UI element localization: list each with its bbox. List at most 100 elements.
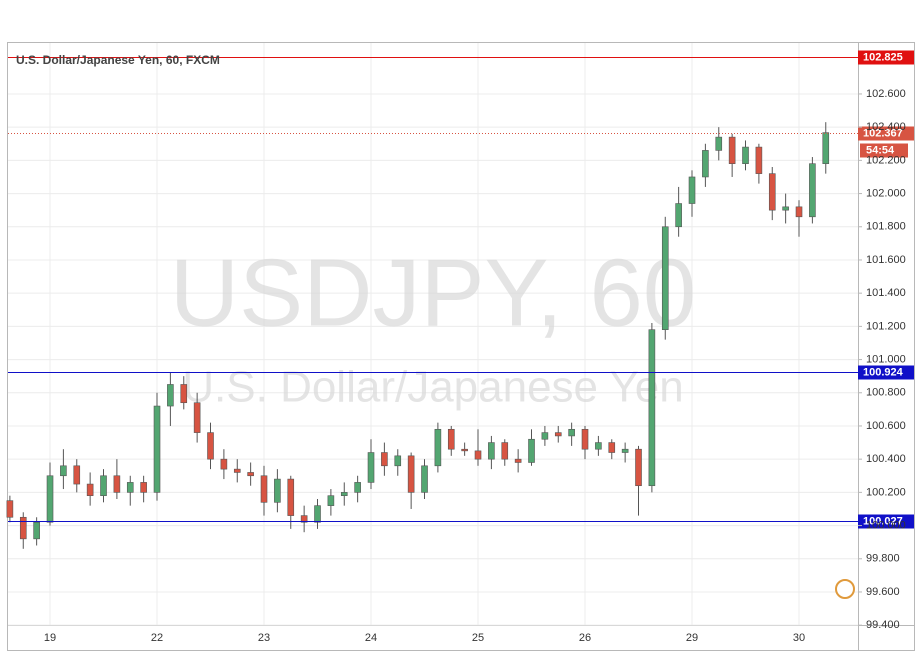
- candle-body: [86, 483, 94, 496]
- y-tick-label: 100.800: [866, 387, 906, 399]
- countdown-box: [860, 143, 908, 158]
- alert-icon[interactable]: [835, 579, 855, 599]
- candle-body: [501, 442, 509, 460]
- candle-body: [434, 428, 442, 467]
- y-tick-label: 101.000: [866, 353, 906, 365]
- x-tick-label: 26: [579, 632, 591, 644]
- candle-body: [474, 450, 482, 460]
- y-tick-label: 100.400: [866, 453, 906, 465]
- candle-body: [688, 176, 696, 204]
- candle-body: [488, 442, 495, 460]
- candle-body: [126, 482, 134, 493]
- candle-body: [394, 455, 402, 467]
- candle-body: [180, 384, 188, 404]
- candle-body: [514, 458, 522, 463]
- candle-body: [19, 516, 27, 540]
- x-tick-label: 24: [365, 632, 377, 644]
- level-label-box: [858, 50, 914, 65]
- y-tick-label: 99.400: [866, 619, 900, 631]
- x-tick-label: 25: [472, 632, 484, 644]
- y-tick-label: 102.200: [866, 154, 906, 166]
- candle-body: [314, 505, 321, 523]
- y-tick-label: 101.800: [866, 221, 906, 233]
- candle-body: [608, 442, 616, 453]
- candle-body: [742, 146, 749, 164]
- level-label: 100.027: [863, 515, 903, 527]
- candle-body: [795, 206, 803, 218]
- level-label: 100.924: [863, 366, 904, 378]
- chart-title: U.S. Dollar/Japanese Yen, 60, FXCM: [16, 53, 220, 67]
- candle-body: [635, 448, 642, 487]
- candle-body: [233, 468, 241, 473]
- grid: [8, 43, 858, 626]
- candles: [6, 122, 830, 549]
- candle-body: [381, 452, 388, 467]
- candle-body: [595, 442, 602, 450]
- candle-body: [621, 448, 629, 453]
- candle-body: [421, 465, 428, 493]
- y-tick-label: 102.400: [866, 121, 906, 133]
- y-tick-label: 100.600: [866, 420, 906, 432]
- candle-body: [340, 492, 348, 496]
- candle-body: [702, 150, 709, 178]
- candle-body: [207, 432, 214, 460]
- candle-body: [247, 472, 254, 477]
- y-tick-label: 101.600: [866, 254, 906, 266]
- last-price-box: [858, 126, 914, 141]
- y-tick-label: 100.000: [866, 519, 906, 531]
- candle-body: [715, 136, 723, 151]
- candle-body: [367, 452, 375, 483]
- candle-body: [193, 402, 201, 433]
- candle-body: [768, 173, 776, 211]
- candle-body: [648, 329, 656, 487]
- candle-body: [60, 465, 67, 477]
- candle-body: [541, 432, 549, 440]
- y-tick-label: 100.200: [866, 486, 906, 498]
- candle-body: [461, 448, 468, 452]
- y-tick-label: 101.200: [866, 320, 906, 332]
- candle-body: [407, 455, 415, 493]
- candle-body: [46, 475, 54, 523]
- x-tick-label: 29: [686, 632, 698, 644]
- candle-body: [153, 405, 161, 493]
- candle-body: [300, 515, 308, 523]
- candle-body: [755, 146, 763, 174]
- candle-body: [675, 203, 682, 228]
- y-tick-label: 102.600: [866, 88, 906, 100]
- countdown-label: 54:54: [866, 144, 895, 156]
- candle-body: [260, 475, 268, 503]
- x-tick-label: 22: [151, 632, 163, 644]
- candle-body: [822, 132, 830, 164]
- level-label-box: [858, 514, 914, 529]
- candle-body: [327, 495, 335, 506]
- level-label: 102.825: [863, 51, 903, 63]
- candle-body: [100, 475, 107, 496]
- candle-body: [554, 432, 562, 437]
- candle-body: [274, 478, 281, 503]
- x-tick-label: 23: [258, 632, 270, 644]
- candle-body: [447, 428, 455, 450]
- candle-body: [33, 521, 40, 540]
- level-label-box: [858, 365, 914, 380]
- candle-body: [6, 500, 14, 518]
- x-tick-label: 30: [793, 632, 805, 644]
- candle-body: [528, 438, 535, 463]
- candle-body: [354, 482, 361, 493]
- candle-body: [581, 428, 589, 450]
- y-tick-label: 99.600: [866, 586, 900, 598]
- candle-body: [167, 384, 174, 407]
- candle-body: [287, 478, 295, 516]
- y-tick-label: 99.800: [866, 553, 900, 565]
- candle-body: [568, 428, 575, 437]
- overlay: 102.825 100.924 100.027 102.367 54:54: [8, 50, 914, 529]
- candle-body: [782, 206, 789, 211]
- candle-body: [73, 465, 81, 485]
- x-tick-label: 19: [44, 632, 56, 644]
- last-price-label: 102.367: [863, 127, 903, 139]
- candle-body: [728, 136, 736, 164]
- candle-body: [140, 482, 147, 493]
- watermark-symbol: USDJPY, 60: [170, 239, 697, 346]
- candle-body: [661, 226, 669, 330]
